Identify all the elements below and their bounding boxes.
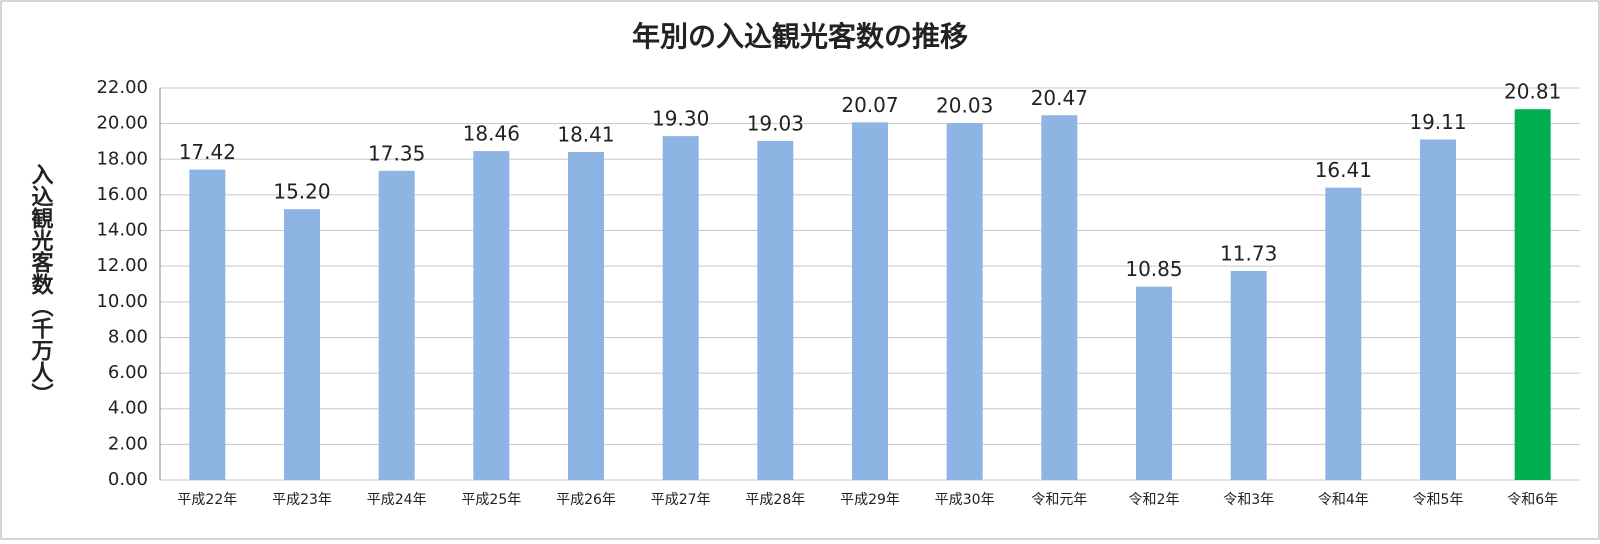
bar: [946, 123, 983, 481]
x-tick-label: 令和4年: [1318, 492, 1369, 508]
x-tick-label: 令和6年: [1507, 492, 1558, 508]
y-tick-label: 22.00: [96, 77, 148, 98]
x-tick-label: 平成27年: [651, 492, 711, 508]
value-label: 16.41: [1315, 158, 1372, 182]
x-tick-label: 平成23年: [272, 492, 332, 508]
value-label: 19.30: [652, 107, 709, 131]
value-label: 18.46: [463, 122, 520, 146]
y-tick-label: 14.00: [96, 220, 148, 241]
x-tick-label: 令和2年: [1129, 492, 1180, 508]
value-label: 20.81: [1504, 80, 1561, 104]
y-tick-label: 10.00: [96, 291, 148, 312]
x-tick-label: 令和3年: [1223, 492, 1274, 508]
bar: [757, 140, 794, 481]
x-tick-label: 平成25年: [461, 492, 521, 508]
bar: [1041, 115, 1078, 481]
y-tick-label: 4.00: [108, 398, 148, 419]
y-tick-label: 16.00: [96, 184, 148, 205]
value-label: 10.85: [1125, 257, 1182, 281]
chart-title: 年別の入込観光客数の推移: [632, 20, 968, 53]
bar: [1514, 109, 1551, 480]
value-label: 17.42: [179, 140, 236, 164]
x-tick-label: 令和5年: [1413, 492, 1464, 508]
bar: [284, 209, 320, 480]
value-label: 20.47: [1031, 86, 1088, 110]
bar: [1420, 139, 1456, 480]
y-tick-label: 0.00: [108, 469, 148, 490]
value-label: 11.73: [1220, 241, 1277, 265]
y-tick-label: 20.00: [96, 113, 148, 134]
x-tick-label: 平成26年: [556, 492, 616, 508]
value-label: 20.07: [841, 93, 898, 117]
x-tick-label: 平成29年: [840, 492, 900, 508]
y-tick-label: 8.00: [108, 326, 148, 347]
x-tick-label: 平成22年: [177, 492, 237, 508]
bar: [1230, 270, 1267, 480]
value-label: 19.11: [1409, 110, 1466, 134]
y-tick-label: 6.00: [108, 362, 148, 383]
x-tick-label: 平成24年: [367, 492, 427, 508]
bar: [1136, 286, 1172, 480]
bar: [378, 170, 415, 480]
bar: [473, 151, 510, 481]
bar: [189, 169, 226, 480]
x-tick-label: 平成30年: [935, 492, 995, 508]
bar: [1325, 187, 1362, 480]
y-tick-label: 2.00: [108, 433, 148, 454]
bar: [662, 136, 699, 481]
value-label: 18.41: [557, 122, 614, 146]
y-axis-label: 入込観光客数（千万人）: [28, 163, 55, 405]
value-label: 15.20: [273, 180, 330, 204]
value-label: 17.35: [368, 141, 425, 165]
x-tick-label: 平成28年: [745, 492, 805, 508]
bar: [568, 151, 604, 480]
value-label: 20.03: [936, 94, 993, 118]
value-label: 19.03: [747, 111, 804, 135]
y-tick-label: 12.00: [96, 255, 148, 276]
bar: [852, 122, 888, 480]
x-tick-label: 令和元年: [1031, 492, 1087, 508]
y-tick-label: 18.00: [96, 148, 148, 169]
